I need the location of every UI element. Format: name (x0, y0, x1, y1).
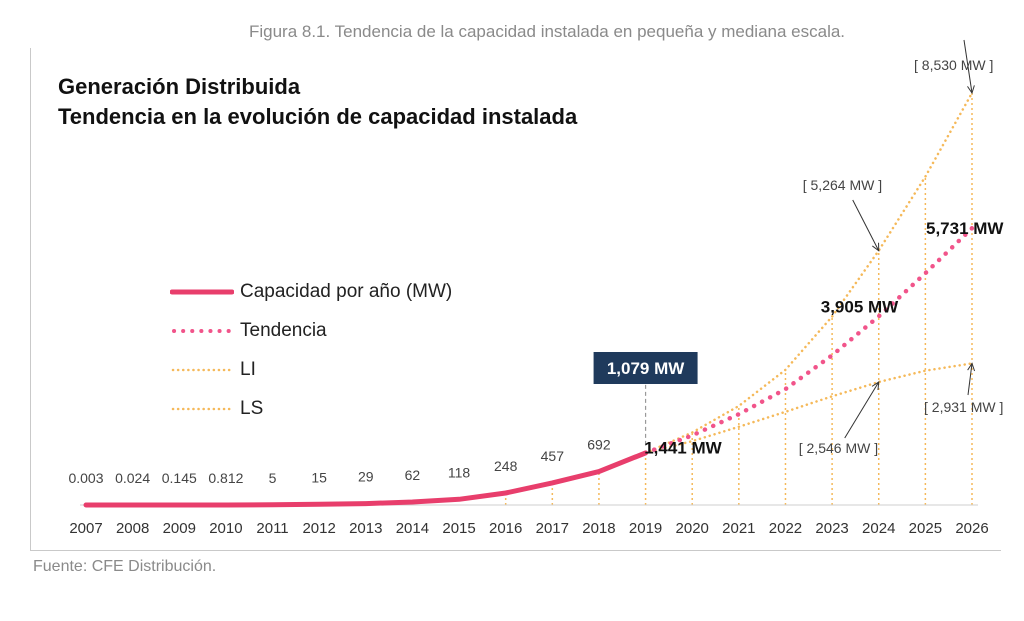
data-label-2018: 692 (587, 437, 611, 453)
x-tick-label-2009: 2009 (163, 520, 196, 537)
chart-title: Generación Distribuida (58, 74, 301, 99)
annotation-label-2019: 1,079 MW (607, 359, 685, 378)
bracket-label-li-2026: [ 8,530 MW ] (914, 57, 993, 73)
x-tick-label-2010: 2010 (209, 520, 242, 537)
bracket-arrow-li-2024 (852, 199, 880, 251)
x-tick-label-2017: 2017 (536, 520, 569, 537)
figure-caption: Figura 8.1. Tendencia de la capacidad in… (248, 22, 846, 41)
annotation-box-2019 (593, 352, 698, 384)
legend-item-capacidad: Capacidad por año (MW) (170, 272, 452, 311)
series-line-capacidad (83, 450, 649, 508)
x-tick-label-2022: 2022 (769, 520, 802, 537)
legend-item-li: LI (170, 350, 452, 389)
x-tick-label-2021: 2021 (722, 520, 755, 537)
x-tick-label-2026: 2026 (955, 520, 988, 537)
bracket-label-li-2024: [ 5,264 MW ] (803, 177, 882, 193)
source-note: Fuente: CFE Distribución. (33, 558, 217, 575)
chart-frame (30, 48, 1001, 551)
legend-swatch-trend (172, 328, 234, 333)
x-tick-label-2012: 2012 (302, 520, 335, 537)
chart-title-block: Generación Distribuida Tendencia en la e… (58, 72, 577, 132)
chart-subtitle: Tendencia en la evolución de capacidad i… (58, 104, 578, 129)
annotation-label-2026: 5,731 MW (926, 219, 1004, 238)
series-line-ls (644, 362, 974, 455)
legend-swatch-ls (171, 407, 234, 410)
x-tick-label-2018: 2018 (582, 520, 615, 537)
data-label-2009: 0.145 (162, 470, 197, 486)
legend-label-ls: LS (240, 397, 264, 419)
data-label-2010: 0.812 (208, 470, 243, 486)
bracket-arrowhead-li-2024 (872, 242, 880, 252)
data-label-2017: 457 (541, 448, 565, 464)
data-label-2012: 15 (311, 469, 327, 485)
x-tick-label-2025: 2025 (909, 520, 942, 537)
x-tick-label-2014: 2014 (396, 520, 429, 537)
legend-label-tendencia: Tendencia (240, 319, 327, 341)
x-tick-label-2016: 2016 (489, 520, 522, 537)
series-line-li (644, 91, 974, 455)
data-label-2008: 0.024 (115, 470, 150, 486)
x-tick-label-2024: 2024 (862, 520, 895, 537)
legend-swatch-solid (170, 289, 234, 294)
bracket-arrow-ls-2026 (967, 363, 973, 396)
data-label-2016: 248 (494, 458, 518, 474)
bracket-label-ls-2024: [ 2,546 MW ] (799, 440, 878, 456)
x-tick-label-2011: 2011 (256, 520, 288, 537)
bracket-arrowhead-li-2026 (967, 85, 975, 95)
legend-label-capacidad: Capacidad por año (MW) (240, 280, 453, 302)
x-tick-label-2023: 2023 (815, 520, 848, 537)
bracket-label-ls-2026: [ 2,931 MW ] (924, 399, 1003, 415)
bracket-arrow-li-2026 (963, 39, 973, 94)
chart-legend: Capacidad por año (MW) Tendencia LI LS (170, 272, 452, 428)
data-label-2011: 5 (269, 470, 277, 486)
legend-item-tendencia: Tendencia (170, 311, 452, 350)
bracket-arrow-ls-2024 (844, 381, 880, 439)
series-line-tendencia (643, 225, 975, 456)
annotation-label-2020: 1,441 MW (644, 438, 722, 457)
x-tick-label-2008: 2008 (116, 520, 149, 537)
bracket-arrowhead-ls-2024 (871, 381, 880, 391)
x-tick-label-2015: 2015 (442, 520, 475, 537)
x-tick-label-2019: 2019 (629, 520, 662, 537)
x-tick-label-2013: 2013 (349, 520, 382, 537)
annotation-label-2024: 3,905 MW (821, 297, 899, 316)
legend-swatch-li (171, 368, 234, 371)
data-label-2015: 118 (448, 464, 471, 480)
data-label-2014: 62 (405, 467, 421, 483)
legend-label-li: LI (240, 358, 256, 380)
legend-item-ls: LS (170, 389, 452, 428)
x-tick-label-2007: 2007 (69, 520, 102, 537)
x-tick-label-2020: 2020 (676, 520, 709, 537)
data-label-2007: 0.003 (68, 470, 103, 486)
bracket-arrowhead-ls-2026 (967, 362, 976, 372)
data-label-2013: 29 (358, 469, 374, 485)
